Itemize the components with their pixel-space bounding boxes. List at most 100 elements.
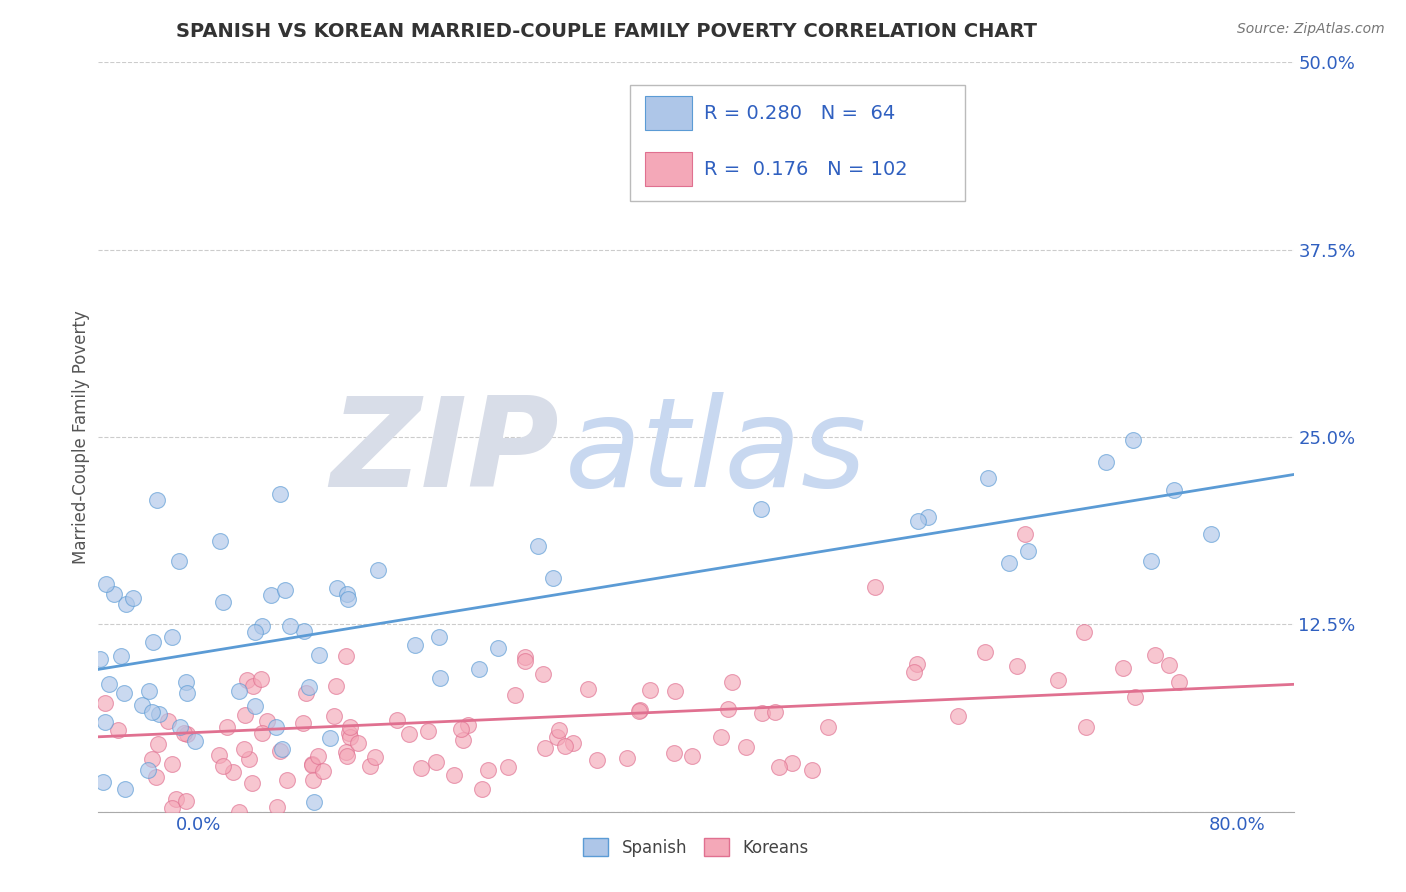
Point	[347, 736, 370, 750]
Point	[325, 679, 347, 693]
Point	[681, 749, 703, 764]
Y-axis label: Married-Couple Family Poverty: Married-Couple Family Poverty	[72, 310, 90, 564]
Point	[242, 679, 264, 693]
Point	[145, 493, 167, 508]
Point	[276, 772, 298, 787]
Point	[131, 698, 153, 712]
Text: R =  0.176   N = 102: R = 0.176 N = 102	[704, 160, 908, 179]
Point	[278, 619, 301, 633]
Point	[250, 619, 273, 633]
Point	[768, 760, 790, 774]
Point	[527, 539, 550, 553]
Point	[1159, 658, 1181, 673]
Point	[973, 645, 995, 659]
Point	[165, 791, 187, 805]
Point	[339, 731, 361, 745]
Point	[554, 739, 576, 754]
Point	[865, 580, 887, 594]
Point	[1111, 661, 1133, 675]
Point	[266, 799, 288, 814]
Point	[298, 680, 321, 694]
Point	[238, 752, 260, 766]
Point	[450, 722, 472, 736]
Point	[222, 764, 245, 779]
Point	[486, 640, 509, 655]
Point	[1121, 433, 1143, 447]
Point	[387, 713, 409, 727]
Point	[209, 534, 232, 549]
Point	[1073, 624, 1095, 639]
Point	[470, 781, 492, 796]
Point	[1125, 690, 1147, 704]
Point	[336, 749, 359, 764]
Point	[664, 684, 686, 698]
Point	[946, 709, 969, 723]
Point	[1014, 527, 1036, 541]
Point	[301, 757, 323, 772]
Text: atlas: atlas	[565, 392, 866, 513]
Point	[907, 514, 929, 528]
Point	[1143, 648, 1166, 662]
FancyBboxPatch shape	[644, 96, 692, 130]
Point	[103, 586, 125, 600]
Point	[917, 509, 939, 524]
Point	[302, 772, 325, 787]
Point	[228, 683, 250, 698]
Point	[398, 727, 420, 741]
Point	[236, 673, 259, 688]
Point	[174, 674, 197, 689]
Point	[156, 714, 179, 728]
Point	[513, 653, 536, 667]
Point	[256, 714, 278, 729]
Point	[630, 703, 652, 717]
Point	[477, 764, 499, 778]
Point	[208, 748, 231, 763]
FancyBboxPatch shape	[630, 85, 965, 201]
Point	[534, 741, 557, 756]
Text: 0.0%: 0.0%	[176, 816, 221, 834]
Point	[336, 587, 359, 601]
Point	[145, 771, 167, 785]
Point	[176, 727, 198, 741]
Point	[628, 704, 651, 718]
Point	[586, 753, 609, 767]
Point	[146, 737, 169, 751]
Point	[233, 707, 256, 722]
Point	[142, 634, 165, 648]
Point	[160, 801, 183, 815]
Point	[295, 686, 318, 700]
Point	[264, 720, 287, 734]
Point	[998, 556, 1021, 570]
Point	[735, 740, 758, 755]
Point	[122, 591, 145, 606]
Point	[337, 592, 360, 607]
Point	[453, 733, 475, 747]
Point	[91, 775, 114, 789]
Point	[250, 672, 273, 686]
Point	[664, 746, 686, 760]
Point	[780, 756, 803, 770]
Point	[576, 681, 599, 696]
Point	[1047, 673, 1070, 687]
Point	[136, 763, 159, 777]
Point	[1095, 455, 1118, 469]
Point	[751, 706, 773, 720]
Point	[443, 768, 465, 782]
Point	[1074, 720, 1097, 734]
Point	[169, 554, 191, 568]
Point	[429, 671, 451, 685]
Point	[339, 720, 361, 734]
Point	[468, 662, 491, 676]
Point	[173, 726, 195, 740]
Point	[274, 582, 297, 597]
Point	[905, 657, 928, 671]
Point	[903, 665, 925, 680]
Point	[212, 759, 235, 773]
Point	[269, 487, 291, 501]
Point	[228, 805, 250, 819]
Point	[1007, 659, 1029, 673]
Point	[425, 755, 447, 769]
FancyBboxPatch shape	[644, 153, 692, 186]
Point	[546, 730, 568, 744]
Text: SPANISH VS KOREAN MARRIED-COUPLE FAMILY POVERTY CORRELATION CHART: SPANISH VS KOREAN MARRIED-COUPLE FAMILY …	[176, 22, 1036, 41]
